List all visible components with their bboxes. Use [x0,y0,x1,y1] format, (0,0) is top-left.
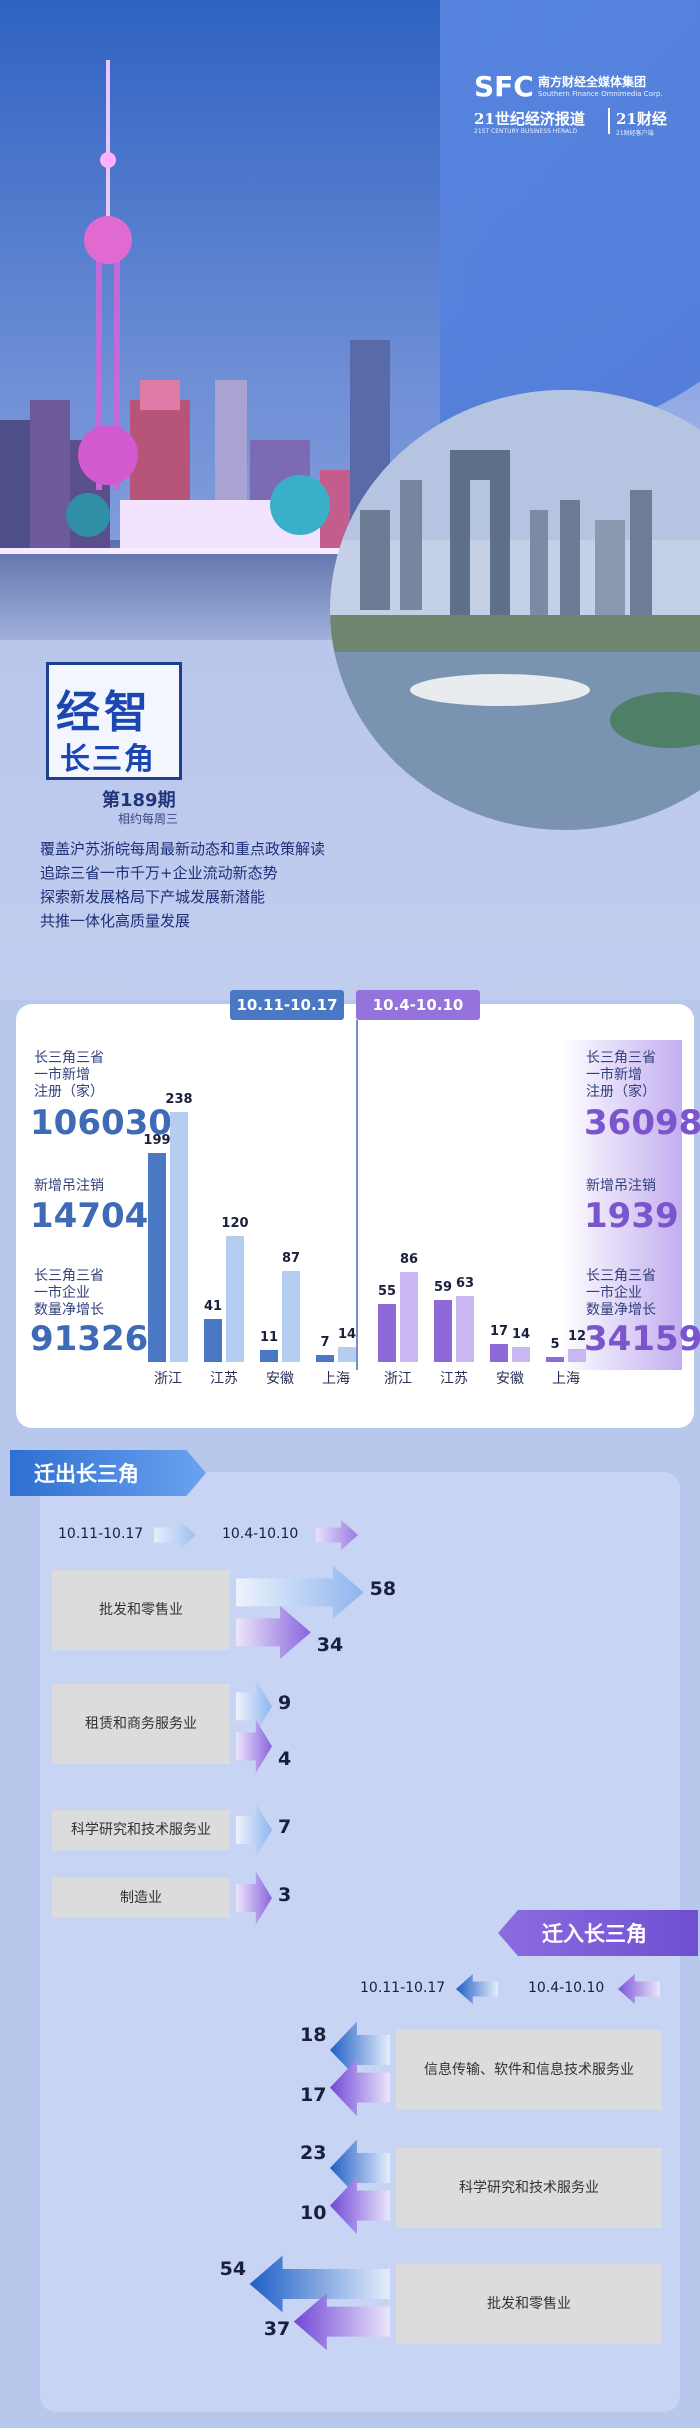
in-value-previous-2: 37 [263,2317,291,2340]
in-arrow-current-1 [330,2139,390,2197]
out-section-tag [10,1450,206,1496]
out-category-3: 制造业 [52,1878,230,1918]
desc-line-2: 追踪三省一市千万+企业流动新态势 [40,864,278,882]
issue-number: 第189期 [102,790,176,811]
group-name-en: Southern Finance Omnimedia Corp. [538,90,663,98]
desc-line-4: 共推一体化高质量发展 [40,912,191,930]
new-reg-label-current: 长三角三省 一市新增 注册（家） [34,1050,104,1100]
in-category-0: 信息传输、软件和信息技术服务业 [396,2030,662,2110]
net-value-current: 91326 [30,1319,149,1359]
hero-banner: SFC 南方财经全媒体集团 Southern Finance Omnimedia… [0,0,700,1000]
out-arrow-previous-0 [236,1605,311,1659]
period-tag-current: 10.11-10.17 [230,990,344,1020]
cancel-value-current: 14704 [30,1196,149,1236]
net-label-current: 长三角三省 一市企业 数量净增长 [34,1268,104,1318]
page-subtitle: 长三角 [60,742,156,777]
period-divider [356,1020,358,1370]
logo-divider [608,108,610,134]
herald-logo-en: 21ST CENTURY BUSINESS HERALD [474,128,578,135]
in-category-1: 科学研究和技术服务业 [396,2148,662,2228]
app-logo-en: 21财经客户端 [616,130,654,137]
frequency-note: 相约每周三 [118,812,179,826]
previous-stats-panel [560,1040,682,1370]
out-value-current-1: 9 [278,1692,292,1715]
out-arrow-previous-3 [236,1871,272,1925]
in-legend-current: 10.11-10.17 [360,1980,446,1996]
out-value-current-0: 58 [369,1578,397,1601]
in-value-current-0: 18 [300,2024,327,2046]
in-value-current-2: 54 [219,2258,247,2280]
in-arrow-previous-2 [293,2293,390,2351]
out-value-previous-3: 3 [278,1884,292,1906]
in-section-title: 迁入长三角 [542,1922,647,1946]
out-arrow-current-2 [236,1803,272,1857]
out-value-previous-0: 34 [316,1634,344,1657]
title-frame [46,662,182,780]
out-legend-current: 10.11-10.17 [58,1526,144,1542]
period-tag-previous: 10.4-10.10 [356,990,480,1020]
out-arrow-current-1 [236,1679,272,1733]
net-value-previous: 34159 [584,1319,700,1359]
out-arrow-previous-1 [236,1719,272,1773]
out-category-2: 科学研究和技术服务业 [52,1810,230,1850]
cancel-label-current: 新增吊注销 [34,1178,104,1194]
in-value-previous-1: 10 [300,2201,327,2224]
app-logo: 21财经 [616,110,667,128]
new-reg-value-previous: 36098 [584,1103,700,1143]
in-category-2: 批发和零售业 [396,2264,662,2344]
in-value-current-1: 23 [300,2142,327,2164]
new-reg-label-previous: 长三角三省 一市新增 注册（家） [586,1050,656,1100]
sfc-logo: SFC [474,70,534,103]
net-label-previous: 长三角三省 一市企业 数量净增长 [586,1268,656,1318]
out-legend-previous: 10.4-10.10 [222,1526,299,1542]
suzhou-skyline-photo [330,390,700,830]
in-arrow-current-0 [330,2021,390,2079]
out-arrow-current-0 [236,1565,364,1619]
group-name: 南方财经全媒体集团 [538,75,647,89]
herald-logo: 21世纪经济报道 [474,110,585,128]
in-arrow-previous-1 [330,2177,390,2235]
page-title: 经智 [56,687,152,738]
in-arrow-current-2 [249,2255,390,2313]
in-section-tag [498,1910,698,1956]
out-section-title: 迁出长三角 [34,1462,139,1486]
cancel-label-previous: 新增吊注销 [586,1178,656,1194]
in-arrow-previous-0 [330,2059,390,2117]
in-legend-previous: 10.4-10.10 [528,1980,605,1996]
out-value-previous-1: 4 [278,1748,292,1771]
in-value-previous-0: 17 [300,2083,327,2106]
out-category-0: 批发和零售业 [52,1570,230,1650]
out-value-current-2: 7 [278,1816,292,1838]
out-category-1: 租赁和商务服务业 [52,1684,230,1764]
desc-line-3: 探索新发展格局下产城发展新潜能 [40,888,266,906]
desc-line-1: 覆盖沪苏浙皖每周最新动态和重点政策解读 [40,840,326,858]
cancel-value-previous: 1939 [584,1196,679,1236]
new-reg-value-current: 106030 [30,1103,172,1143]
